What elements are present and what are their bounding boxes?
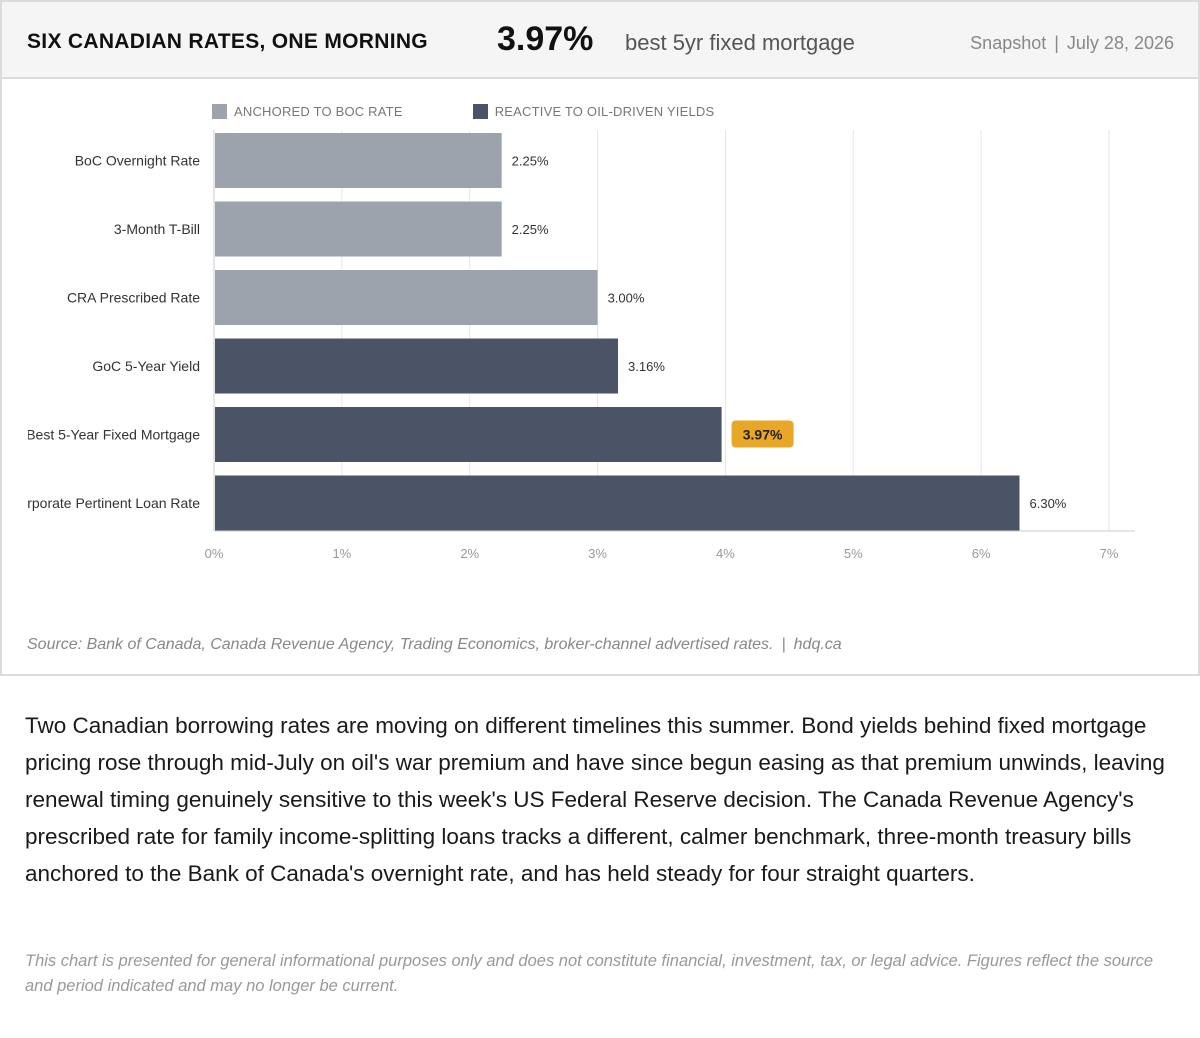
category-label: BoC Overnight Rate [75,153,200,169]
category-label: Best 5-Year Fixed Mortgage [26,427,200,443]
data-label: 6.30% [1030,496,1067,511]
x-tick-label: 0% [205,546,224,561]
category-label: GoC 5-Year Yield [92,358,200,374]
x-tick-label: 1% [332,546,351,561]
bar [215,407,722,462]
legend-label-anchored: ANCHORED TO BOC RATE [234,104,403,119]
bar [215,475,1020,531]
data-label: 3.00% [608,291,645,306]
legend-label-reactive: REACTIVE TO OIL-DRIVEN YIELDS [494,104,715,119]
body-paragraph: Two Canadian borrowing rates are moving … [25,713,1165,886]
category-label: Corporate Pertinent Loan Rate [9,495,200,511]
category-label: 3-Month T-Bill [114,221,200,237]
bar [215,201,502,257]
chart-header: SIX CANADIAN RATES, ONE MORNING 3.97% be… [2,2,1198,79]
legend-swatch-anchored [212,104,227,119]
source-separator: | [781,636,786,653]
legend-item-reactive: REACTIVE TO OIL-DRIVEN YIELDS [472,104,715,119]
x-tick-label: 7% [1100,546,1119,561]
bar [215,338,619,394]
chart-card: SIX CANADIAN RATES, ONE MORNING 3.97% be… [0,0,1200,676]
snapshot-separator: | [1054,33,1059,53]
bar [215,270,598,325]
source-note: Source: Bank of Canada, Canada Revenue A… [27,636,842,654]
data-label: 3.97% [743,427,783,443]
bar-chart: 0% 1% 2% 3% 4% 5% 6% 7% BoC Overnight Rate 2.25% 3… [9,130,1135,561]
x-tick-label: 2% [460,546,479,561]
data-label: 2.25% [512,222,549,237]
snapshot-label: Snapshot [970,33,1047,53]
snapshot-date: July 28, 2026 [1066,33,1174,53]
chart-legend: ANCHORED TO BOC RATE REACTIVE TO OIL-DRI… [212,104,784,119]
category-label: CRA Prescribed Rate [67,290,200,306]
data-label: 2.25% [512,154,549,169]
highlight-badge [731,420,794,448]
x-tick-label: 3% [588,546,607,561]
source-site: hdq.ca [793,636,842,653]
x-tick-label: 6% [972,546,991,561]
bar [215,133,502,188]
headline-value: 3.97% [497,20,594,58]
legend-swatch-reactive [472,104,488,119]
chart-title: SIX CANADIAN RATES, ONE MORNING [27,30,428,53]
headline-label: best 5yr fixed mortgage [625,30,855,55]
snapshot-info: Snapshot | July 28, 2026 [970,33,1174,54]
disclaimer: This chart is presented for general info… [25,952,1154,995]
x-tick-label: 4% [716,546,735,561]
data-label: 3.16% [628,359,665,374]
source-text: Source: Bank of Canada, Canada Revenue A… [27,636,774,653]
legend-item-anchored: ANCHORED TO BOC RATE [212,104,403,119]
x-tick-label: 5% [844,546,863,561]
